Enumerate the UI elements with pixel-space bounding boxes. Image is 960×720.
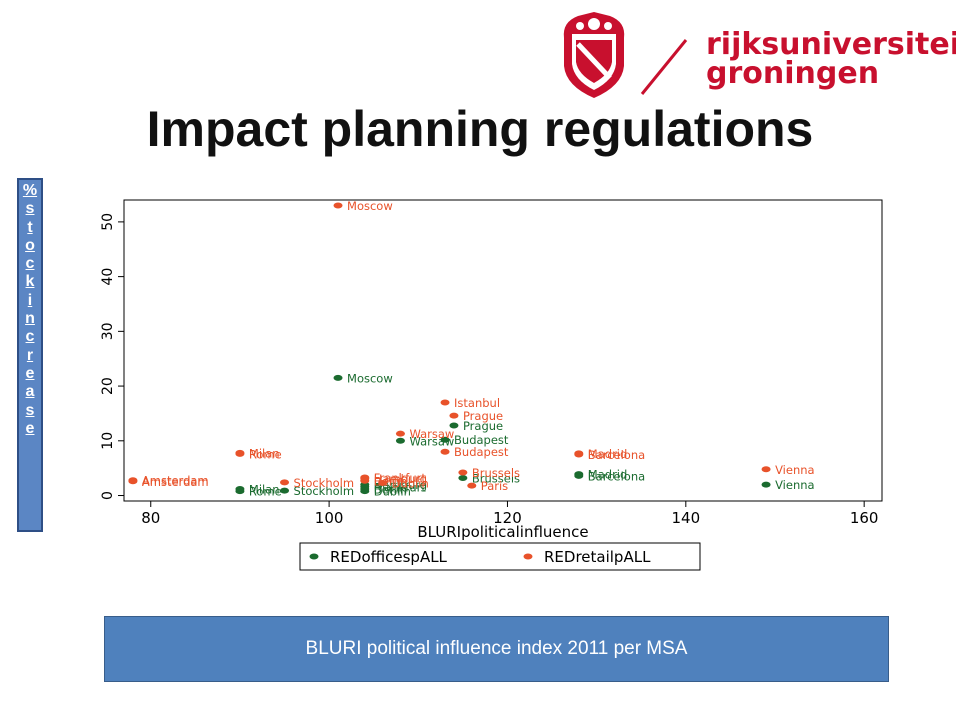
y-tick-label: 10 — [100, 432, 116, 450]
logo-line-1: rijksuniversiteit — [706, 27, 956, 62]
point-label: Moscow — [347, 371, 393, 385]
x-axis-label: BLURIpoliticalinfluence — [417, 523, 588, 541]
y-tick-label: 20 — [100, 377, 116, 395]
caption-text: BLURI political influence index 2011 per… — [305, 638, 688, 659]
scatter-chart: 0 10 20 30 40 50 80 100 120 140 160 BLURIpoliticali… — [100, 199, 883, 571]
point-label: Budapest — [454, 433, 509, 447]
scatter-point — [440, 436, 450, 443]
point-label: Milan — [249, 446, 280, 460]
point-label: Rome — [249, 485, 282, 499]
university-logo: rijksuniversiteit groningen — [563, 12, 956, 98]
scatter-point — [440, 399, 450, 406]
y-axis-label-char: e — [25, 419, 35, 437]
y-axis-label-char: o — [25, 236, 35, 254]
x-tick-label: 80 — [141, 509, 160, 527]
y-tick-label: 40 — [100, 268, 116, 286]
point-label: Stockholm — [294, 484, 355, 498]
scatter-point — [449, 412, 459, 419]
y-axis-label-char: a — [25, 383, 35, 401]
scatter-point — [128, 478, 138, 485]
point-label: Milan — [249, 482, 280, 496]
point-label: Prague — [463, 419, 503, 433]
scatter-point — [440, 448, 450, 455]
point-label: Madrid — [588, 468, 628, 482]
legend-marker — [309, 553, 319, 560]
slide-title: Impact planning regulations — [146, 101, 814, 157]
legend-label: REDretailpALL — [544, 548, 651, 566]
point-label: Prague — [463, 409, 503, 423]
scatter-point — [235, 485, 245, 492]
scatter-point — [761, 481, 771, 488]
legend-marker — [523, 553, 533, 560]
scatter-point — [449, 422, 459, 429]
point-label: Moscow — [347, 199, 393, 213]
y-axis-label-char: i — [27, 291, 33, 309]
y-axis-label-char: k — [25, 273, 35, 291]
point-label: Barcelona — [588, 448, 645, 462]
point-label: Dublin — [392, 476, 429, 490]
y-tick-label: 0 — [100, 491, 116, 500]
legend-label: REDofficespALL — [330, 548, 448, 566]
y-tick-label: 50 — [100, 213, 116, 231]
scatter-point — [333, 374, 343, 381]
scatter-point — [333, 202, 343, 209]
point-label: Stockholm — [294, 476, 355, 490]
scatter-point — [395, 437, 405, 444]
scatter-point — [467, 482, 477, 489]
point-label: Vienna — [775, 478, 815, 492]
point-label: Istanbul — [454, 396, 500, 410]
scatter-point — [378, 479, 388, 486]
point-label: Budapest — [454, 445, 509, 459]
y-axis-label-char: s — [25, 200, 35, 218]
point-label: Frankfurt — [374, 471, 427, 485]
y-axis-label-char: n — [25, 310, 35, 328]
point-label: Hamburg — [374, 472, 427, 486]
x-tick-label: 120 — [493, 509, 522, 527]
y-axis-label-char: r — [26, 346, 34, 364]
y-axis-label-char: s — [25, 401, 35, 419]
y-axis-label-char: c — [25, 328, 35, 346]
point-label: Dublin — [374, 485, 411, 499]
scatter-point — [458, 475, 468, 482]
scatter-point — [395, 430, 405, 437]
x-tick-label: 160 — [850, 509, 879, 527]
scatter-point — [761, 466, 771, 473]
point-label: Madrid — [588, 447, 628, 461]
y-axis-label-char: % — [22, 182, 38, 199]
caption-box: BLURI political influence index 2011 per… — [104, 616, 889, 682]
point-label: Brussels — [472, 472, 520, 486]
logo-line-2: groningen — [706, 56, 879, 91]
scatter-point — [574, 472, 584, 479]
y-axis-label-char: c — [25, 255, 35, 273]
point-label: Amsterdam — [142, 475, 209, 489]
logo-slash — [640, 39, 688, 95]
scatter-point — [360, 477, 370, 484]
y-axis-label-box[interactable]: % s t o c k i n c r e a s e — [17, 178, 43, 532]
point-label: Amsterdam — [142, 474, 209, 488]
y-axis-label-char: e — [25, 364, 35, 382]
scatter-point — [574, 451, 584, 458]
point-label: Warsaw — [409, 427, 454, 441]
scatter-point — [280, 487, 290, 494]
y-axis-label-char: t — [27, 218, 33, 236]
plot-frame — [123, 199, 883, 502]
point-label: Rome — [249, 447, 282, 461]
point-label: Vienna — [775, 463, 815, 477]
scatter-point — [458, 469, 468, 476]
scatter-point — [280, 479, 290, 486]
point-label: Hamburg — [374, 478, 427, 492]
crest-icon — [563, 12, 625, 98]
point-label: Brussels — [472, 466, 520, 480]
scatter-point — [235, 450, 245, 457]
point-label: Barcelona — [588, 469, 645, 483]
x-tick-label: 100 — [315, 509, 344, 527]
point-label: Berlin — [374, 482, 407, 496]
point-label: Paris — [481, 479, 508, 493]
y-tick-label: 30 — [100, 322, 116, 340]
legend-box — [299, 542, 701, 571]
x-tick-label: 140 — [671, 509, 700, 527]
